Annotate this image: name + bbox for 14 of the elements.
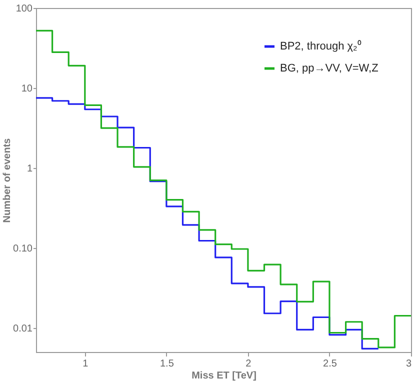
y-tick-label: 0.10 xyxy=(13,243,33,254)
legend-label: BP2, through χ₂⁰ xyxy=(280,40,362,52)
y-tick-label: 1 xyxy=(26,163,33,174)
y-tick-label: 0.01 xyxy=(13,323,33,334)
x-axis-title: Miss ET [TeV] xyxy=(192,370,256,382)
x-tick-label: 2 xyxy=(246,358,252,370)
y-tick-label: 100 xyxy=(16,4,33,14)
y-tick-label: 10 xyxy=(21,83,33,94)
y-axis-title: Number of events xyxy=(2,138,14,223)
x-tick-label: 2.5 xyxy=(323,358,338,370)
x-tick-label: 1 xyxy=(82,358,89,370)
x-tick-label: 1.5 xyxy=(160,358,174,370)
legend-label: BG, pp→VV, V=W,Z xyxy=(280,62,379,74)
x-tick-label: 3 xyxy=(406,358,412,370)
